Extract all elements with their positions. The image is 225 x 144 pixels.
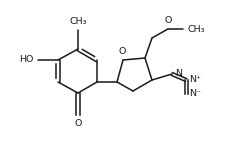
Text: N⁻: N⁻ — [189, 90, 201, 98]
Text: HO: HO — [20, 55, 34, 65]
Text: O: O — [74, 119, 82, 128]
Text: O: O — [118, 47, 126, 56]
Text: N: N — [175, 70, 182, 78]
Text: N⁺: N⁺ — [189, 75, 201, 85]
Text: CH₃: CH₃ — [187, 24, 205, 34]
Text: O: O — [164, 16, 172, 25]
Text: CH₃: CH₃ — [69, 17, 87, 26]
